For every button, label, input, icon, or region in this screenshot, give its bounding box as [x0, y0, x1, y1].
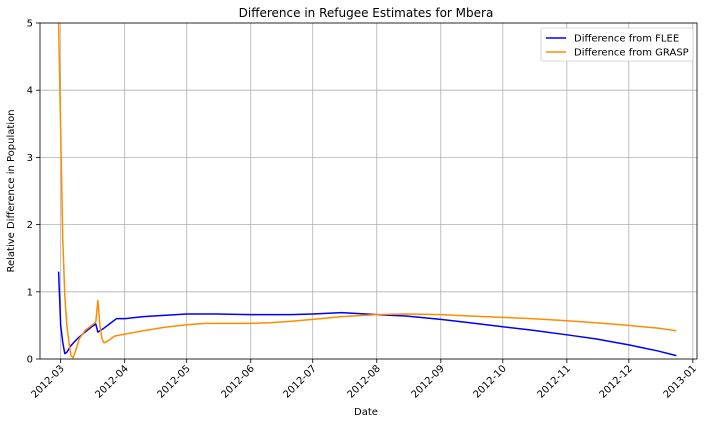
- legend-label: Difference from FLEE: [574, 34, 679, 45]
- y-tick-label: 1: [27, 287, 33, 298]
- y-tick-label: 0: [27, 355, 33, 366]
- x-axis-label: Date: [354, 407, 378, 418]
- y-axis-ticks: 0 1 2 3 4 5: [27, 19, 40, 366]
- y-tick-label: 5: [27, 19, 33, 30]
- y-tick-label: 4: [27, 86, 33, 97]
- series-line-flee: [57, 271, 677, 357]
- series-line-grasp: [57, 23, 677, 359]
- legend: Difference from FLEE Difference from GRAS…: [540, 27, 694, 62]
- y-tick-label: 3: [27, 153, 33, 164]
- legend-box: [540, 27, 694, 62]
- y-axis-label: Relative Difference in Population: [6, 109, 17, 272]
- chart-title: Difference in Refugee Estimates for Mber…: [239, 6, 494, 20]
- y-tick-label: 2: [27, 220, 33, 231]
- series-layer: [57, 23, 677, 359]
- plot-frame: [39, 22, 698, 360]
- legend-label: Difference from GRASP: [574, 48, 689, 59]
